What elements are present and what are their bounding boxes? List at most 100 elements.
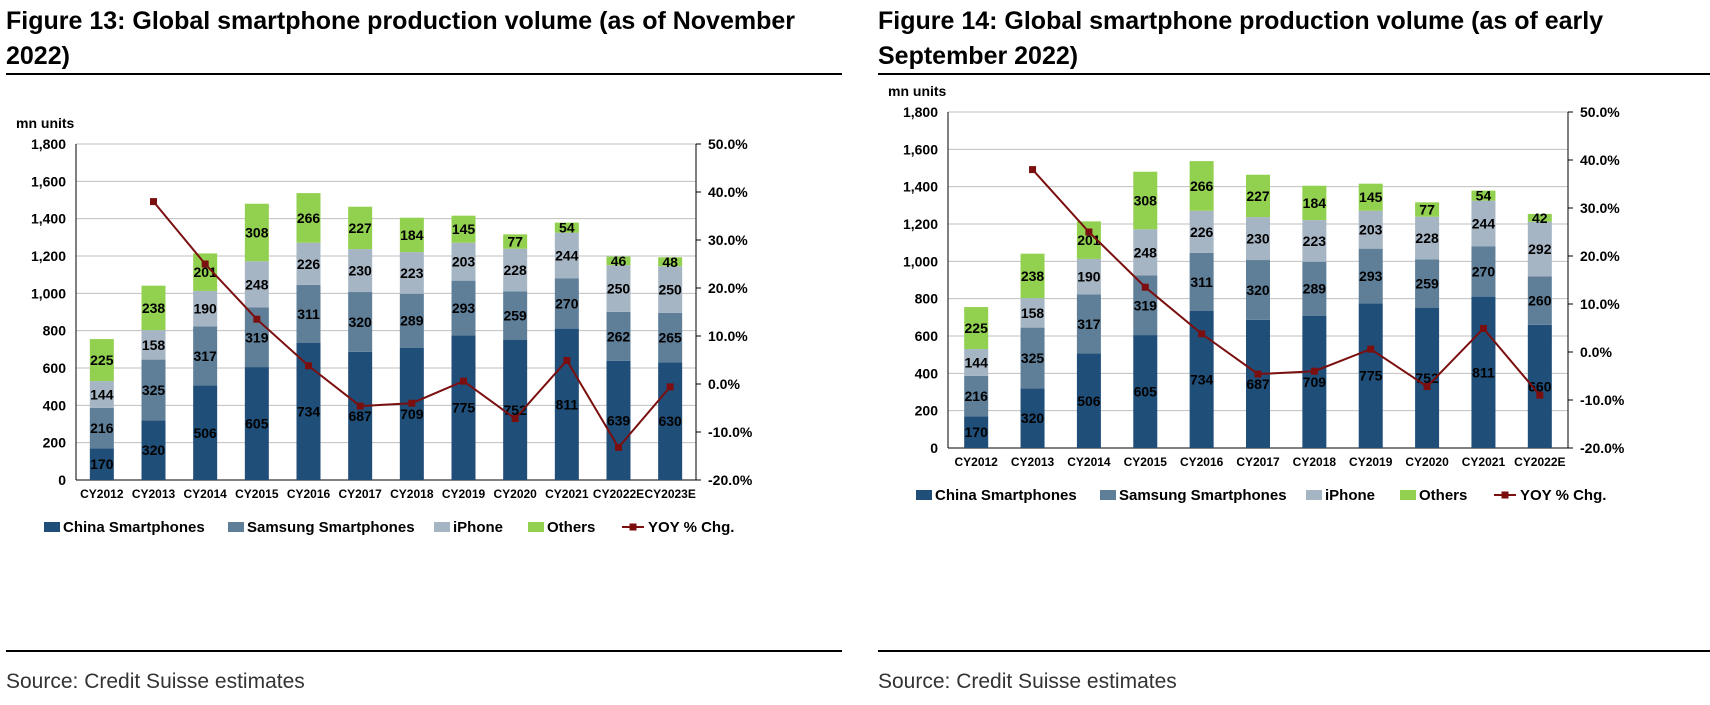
data-label-china: 811 bbox=[556, 396, 579, 412]
y2-tick-label: 20.0% bbox=[1580, 248, 1620, 264]
data-label-china: 605 bbox=[245, 416, 269, 432]
data-label-china: 320 bbox=[142, 442, 166, 458]
data-label-china: 605 bbox=[1134, 384, 1158, 400]
y-tick-label: 1,000 bbox=[903, 253, 938, 269]
figure-13-bottom-rule bbox=[6, 650, 842, 652]
yoy-marker bbox=[1029, 166, 1037, 174]
data-label-samsung: 311 bbox=[1190, 274, 1213, 290]
data-label-samsung: 311 bbox=[297, 306, 320, 322]
y-axis-unit-label: mn units bbox=[888, 83, 947, 99]
data-label-samsung: 320 bbox=[348, 314, 372, 330]
data-label-others: 225 bbox=[965, 320, 989, 336]
bar-segment-china bbox=[1020, 388, 1045, 448]
y2-tick-label: 40.0% bbox=[708, 184, 748, 200]
x-tick-label: CY2015 bbox=[1124, 455, 1168, 469]
bar-segment-china bbox=[658, 362, 683, 480]
data-label-china: 709 bbox=[1303, 374, 1327, 390]
bar-segment-china bbox=[964, 416, 989, 448]
bar-segment-others bbox=[451, 215, 476, 243]
y2-tick-label: -10.0% bbox=[708, 424, 753, 440]
x-tick-label: CY2023E bbox=[644, 487, 695, 501]
bar-segment-others bbox=[554, 222, 579, 233]
data-label-others: 184 bbox=[400, 227, 424, 243]
y-tick-label: 1,600 bbox=[903, 141, 938, 157]
figure-14-panel: Figure 14: Global smartphone production … bbox=[878, 0, 1710, 705]
bar-segment-china bbox=[141, 420, 166, 480]
bar-segment-samsung bbox=[89, 407, 114, 449]
bar-segment-others bbox=[1302, 185, 1327, 221]
bar-segment-iphone bbox=[554, 232, 579, 279]
data-label-china: 639 bbox=[607, 412, 631, 428]
data-label-china: 170 bbox=[965, 424, 989, 440]
yoy-marker bbox=[305, 362, 312, 370]
x-tick-label: CY2018 bbox=[1293, 455, 1337, 469]
bar-segment-china bbox=[1246, 319, 1270, 448]
legend-label-yoy: YOY % Chg. bbox=[1520, 487, 1606, 504]
figure-13-top-rule bbox=[6, 73, 842, 75]
y2-tick-label: 10.0% bbox=[1580, 296, 1620, 312]
data-label-samsung: 260 bbox=[1528, 293, 1552, 309]
bar-segment-iphone bbox=[348, 249, 373, 293]
data-label-samsung: 319 bbox=[1134, 297, 1158, 313]
legend-marker-yoy bbox=[1501, 491, 1509, 499]
data-label-iphone: 158 bbox=[1021, 305, 1045, 321]
data-label-others: 184 bbox=[1303, 195, 1327, 211]
x-tick-label: CY2017 bbox=[338, 487, 382, 501]
bar-segment-others bbox=[141, 285, 166, 331]
legend-label-samsung: Samsung Smartphones bbox=[1119, 487, 1287, 504]
data-label-others: 46 bbox=[611, 253, 627, 269]
bar-segment-samsung bbox=[1358, 248, 1383, 304]
x-tick-label: CY2014 bbox=[183, 487, 227, 501]
bar-segment-others bbox=[296, 193, 321, 243]
data-label-china: 506 bbox=[1077, 393, 1101, 409]
data-label-others: 145 bbox=[1359, 189, 1383, 205]
data-label-others: 238 bbox=[142, 300, 166, 316]
figure-14-bottom-rule bbox=[878, 650, 1710, 652]
figure-14-title: Figure 14: Global smartphone production … bbox=[878, 7, 1604, 70]
bar-segment-china bbox=[399, 347, 424, 480]
data-label-china: 630 bbox=[658, 413, 682, 429]
x-tick-label: CY2014 bbox=[1067, 455, 1111, 469]
data-label-samsung: 325 bbox=[142, 382, 166, 398]
data-label-others: 77 bbox=[507, 234, 523, 250]
data-label-samsung: 293 bbox=[452, 300, 476, 316]
x-tick-label: CY2012 bbox=[80, 487, 124, 501]
data-label-samsung: 293 bbox=[1359, 268, 1383, 284]
y-tick-label: 1,800 bbox=[31, 136, 66, 152]
bar-segment-china bbox=[606, 360, 631, 480]
bar-segment-iphone bbox=[244, 261, 269, 308]
yoy-marker bbox=[1367, 345, 1375, 353]
data-label-others: 266 bbox=[297, 210, 321, 226]
bar-segment-samsung bbox=[348, 292, 373, 352]
data-label-iphone: 292 bbox=[1528, 241, 1552, 257]
data-label-samsung: 320 bbox=[1246, 282, 1270, 298]
data-label-others: 77 bbox=[1419, 202, 1435, 218]
x-tick-label: CY2019 bbox=[442, 487, 486, 501]
yoy-marker bbox=[666, 383, 674, 391]
yoy-marker bbox=[408, 399, 416, 407]
data-label-samsung: 317 bbox=[1077, 316, 1101, 332]
legend-marker-yoy bbox=[629, 523, 637, 531]
yoy-marker bbox=[460, 377, 467, 385]
figure-13-title: Figure 13: Global smartphone production … bbox=[6, 7, 796, 70]
x-tick-label: CY2015 bbox=[235, 487, 279, 501]
y-tick-label: 0 bbox=[58, 472, 66, 488]
bar-segment-iphone bbox=[451, 242, 476, 281]
bar-segment-iphone bbox=[503, 248, 528, 292]
bar-segment-others bbox=[1133, 171, 1158, 230]
bar-segment-iphone bbox=[193, 290, 218, 327]
bar-segment-others bbox=[1189, 161, 1214, 211]
y-tick-label: 1,400 bbox=[31, 211, 66, 227]
data-label-samsung: 317 bbox=[193, 348, 217, 364]
data-label-china: 687 bbox=[1246, 376, 1270, 392]
data-label-china: 775 bbox=[452, 400, 476, 416]
data-label-others: 54 bbox=[1476, 188, 1492, 204]
bar-segment-others bbox=[1358, 183, 1383, 211]
yoy-marker bbox=[1198, 330, 1206, 338]
yoy-marker bbox=[1479, 324, 1487, 332]
data-label-iphone: 248 bbox=[245, 276, 269, 292]
x-tick-label: CY2013 bbox=[1011, 455, 1055, 469]
bar-segment-iphone bbox=[658, 266, 683, 313]
data-label-samsung: 319 bbox=[245, 329, 269, 345]
yoy-marker bbox=[150, 198, 157, 206]
